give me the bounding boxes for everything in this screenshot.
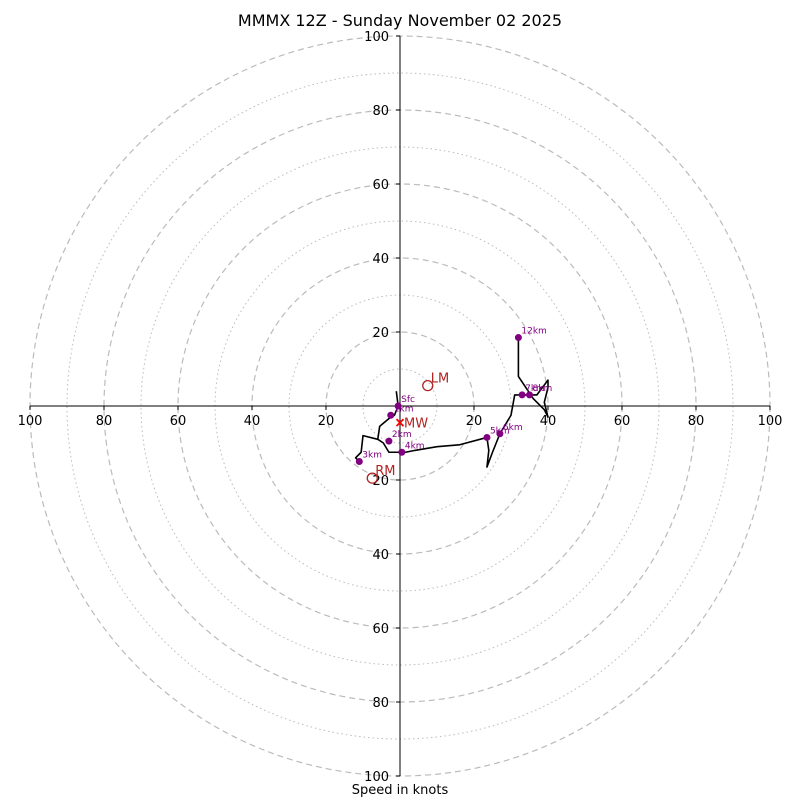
height-marker [514,334,522,342]
y-tick-label: 20 [372,326,389,341]
x-tick-label: 80 [96,414,113,429]
height-marker [355,458,363,465]
height-marker [385,437,393,445]
height-marker [526,391,533,399]
storm-motion-marker [366,472,378,484]
x-tick-label: 100 [18,414,43,429]
height-marker-label: 4km [405,441,425,451]
x-tick-label: 40 [244,414,261,429]
height-marker-label: 1km [394,404,414,414]
y-tick-label: 80 [372,104,389,119]
y-tick-label: 60 [372,178,389,193]
hodograph-trace [376,337,549,468]
y-tick-label: 100 [364,770,389,785]
height-marker [518,391,526,399]
y-tick-label: 60 [372,622,389,637]
height-marker-label: 2km [392,430,412,440]
y-tick-label: 100 [364,30,389,45]
y-tick-label: 40 [372,548,389,563]
x-tick-label: 60 [170,414,187,429]
mean-wind-marker [395,418,405,427]
height-marker-label: 6km [503,423,523,433]
storm-motion-marker [422,379,434,392]
chart-title: MMMX 12Z - Sunday November 02 2025 [237,11,563,30]
storm-motion-label: RM [375,464,395,479]
height-marker [483,433,491,441]
x-tick-label: 20 [466,414,483,429]
height-marker [398,448,406,456]
height-marker [496,430,504,438]
x-axis-label: Speed in knots [351,783,449,798]
height-marker-label: Sfc [401,395,415,405]
height-marker [387,411,395,419]
x-tick-label: 80 [688,414,705,429]
x-tick-label: 40 [540,414,557,429]
x-tick-label: 20 [318,414,335,429]
y-tick-label: 80 [372,696,389,711]
height-marker-label: 7km [525,384,545,394]
height-marker-label: 3km [362,451,382,461]
y-tick-label: 40 [372,252,389,267]
x-tick-label: 100 [758,414,783,429]
mean-wind-label: MW [404,417,428,432]
height-marker [394,402,402,410]
height-marker-label: 12km [521,327,546,337]
x-tick-label: 60 [614,414,631,429]
storm-motion-label: LM [431,372,449,387]
height-marker-label: 8km [533,384,553,394]
